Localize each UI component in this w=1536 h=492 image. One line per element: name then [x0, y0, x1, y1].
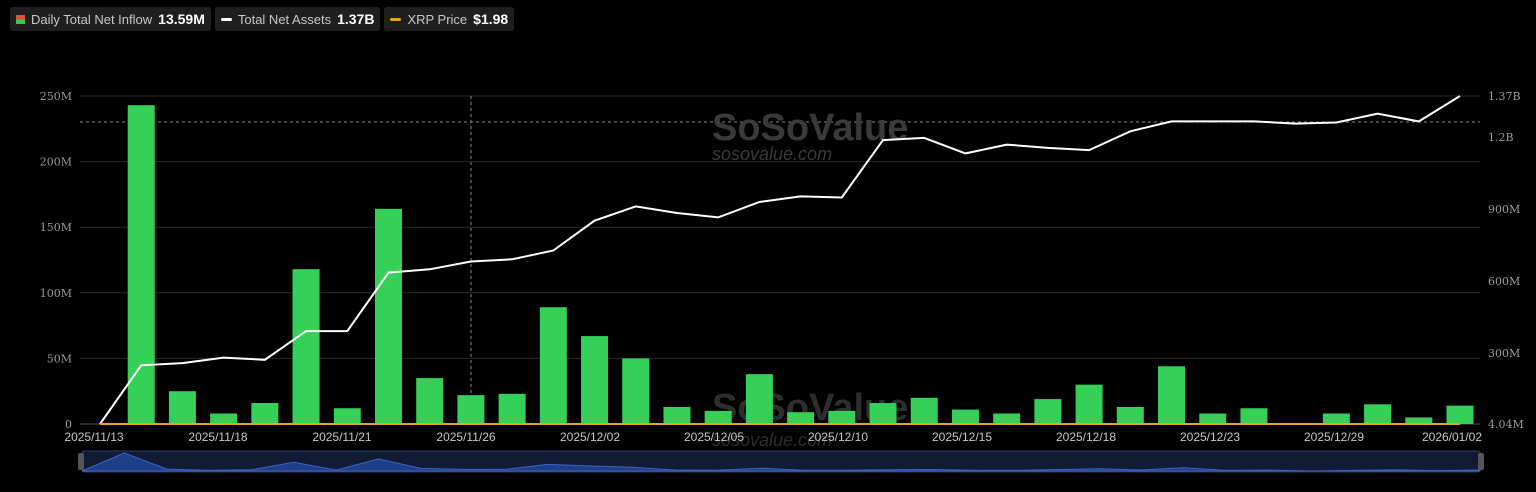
x-tick-label: 2026/01/02: [1422, 430, 1482, 444]
left-tick-label: 150M: [40, 221, 72, 234]
legend-item-net-assets[interactable]: Total Net Assets 1.37B: [214, 7, 381, 31]
x-tick-label: 2025/11/13: [64, 430, 123, 444]
left-tick-label: 200M: [40, 156, 72, 169]
x-tick-label: 2025/11/18: [188, 430, 247, 444]
inflow-bar: [663, 406, 691, 424]
x-tick-label: 2025/12/23: [1180, 430, 1240, 444]
watermark: SoSoValue sosovalue.com SoSoValue sosova…: [712, 107, 908, 450]
inflow-bar: [704, 410, 732, 424]
watermark-brand: SoSoValue: [712, 107, 908, 149]
left-tick-label: 50M: [47, 352, 72, 365]
inflow-bar: [1075, 384, 1103, 424]
inflow-bar: [1116, 406, 1144, 424]
legend-item-xrp-price[interactable]: XRP Price $1.98: [384, 7, 515, 31]
inflow-bar: [127, 105, 155, 425]
inflow-bar: [333, 408, 361, 424]
navigator-left-handle: [78, 453, 84, 470]
inflow-bar: [745, 374, 773, 424]
legend-item-daily-inflow[interactable]: Daily Total Net Inflow 13.59M: [10, 7, 211, 31]
right-tick-label: 1.37B: [1488, 90, 1521, 103]
inflow-bar: [498, 393, 526, 424]
left-tick-label: 100M: [40, 287, 72, 300]
x-tick-label: 2025/12/29: [1304, 430, 1364, 444]
navigator-right-handle: [1478, 453, 1484, 470]
inflow-bar: [1199, 413, 1227, 424]
inflow-bars: [127, 105, 1474, 425]
left-tick-label: 0: [65, 418, 72, 431]
legend: Daily Total Net Inflow 13.59M Total Net …: [10, 7, 515, 31]
inflow-bar: [581, 336, 609, 424]
x-tick-label: 2025/12/18: [1056, 430, 1116, 444]
inflow-bar: [828, 410, 856, 424]
inflow-bar: [210, 413, 238, 424]
inflow-bar: [1364, 404, 1392, 424]
series-lines: [99, 95, 1461, 425]
inflow-bar: [168, 391, 196, 424]
inflow-bar: [1446, 405, 1474, 424]
watermark-url: sosovalue.com: [712, 430, 832, 450]
x-tick-label: 2025/12/10: [808, 430, 868, 444]
inflow-bar: [622, 358, 650, 424]
navigator-sparkline: [81, 452, 1481, 472]
right-tick-label: 900M: [1488, 203, 1520, 216]
x-tick-label: 2025/12/15: [932, 430, 992, 444]
legend-value: $1.98: [473, 11, 509, 27]
inflow-bar: [910, 397, 938, 424]
inflow-bar: [539, 307, 567, 424]
x-tick-label: 2025/12/05: [684, 430, 744, 444]
line-swatch-icon: [390, 17, 402, 21]
right-tick-label: 4.04M: [1488, 418, 1524, 431]
left-axis-labels: 0 50M 100M 150M 200M 250M: [40, 90, 72, 431]
bar-swatch-icon: [16, 14, 25, 24]
inflow-bar: [1158, 366, 1186, 424]
inflow-bar: [993, 413, 1021, 424]
inflow-bar: [1405, 417, 1433, 424]
inflow-bar: [457, 395, 485, 424]
inflow-bar: [1034, 399, 1062, 424]
net-assets-line: [99, 95, 1461, 425]
right-tick-label: 600M: [1488, 275, 1520, 288]
x-axis-labels: 2025/11/13 2025/11/18 2025/11/21 2025/11/26…: [64, 430, 1482, 444]
legend-label: Daily Total Net Inflow: [31, 11, 153, 27]
inflow-bar: [374, 208, 402, 424]
x-tick-label: 2025/11/26: [436, 430, 495, 444]
inflow-bar: [416, 378, 444, 424]
legend-value: 1.37B: [337, 11, 375, 27]
legend-label: Total Net Assets: [237, 11, 332, 27]
inflow-bar: [869, 403, 897, 424]
inflow-bar: [787, 412, 815, 424]
left-tick-label: 250M: [40, 90, 72, 103]
inflow-bar: [1322, 413, 1350, 424]
range-navigator[interactable]: [78, 450, 1484, 473]
x-tick-label: 2025/11/21: [312, 430, 371, 444]
right-tick-label: 1.2B: [1488, 131, 1514, 144]
legend-label: XRP Price: [407, 11, 468, 27]
right-axis-labels: 4.04M 300M 600M 900M 1.2B 1.37B: [1488, 90, 1524, 431]
right-tick-label: 300M: [1488, 347, 1520, 360]
inflow-bar: [951, 409, 979, 424]
watermark-url: sosovalue.com: [712, 144, 832, 164]
inflow-bar: [292, 269, 320, 424]
legend-value: 13.59M: [158, 11, 205, 27]
inflow-bar: [1240, 408, 1268, 424]
line-swatch-icon: [220, 17, 232, 21]
inflow-bar: [251, 403, 279, 424]
x-tick-label: 2025/12/02: [560, 430, 620, 444]
